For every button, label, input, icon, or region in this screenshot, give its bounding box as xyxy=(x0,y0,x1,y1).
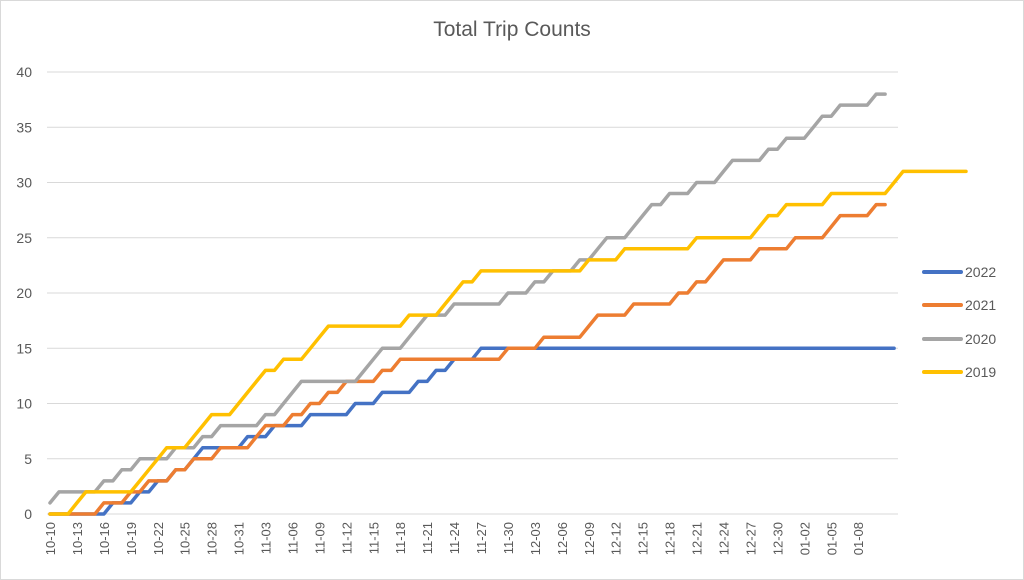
y-tick-label: 30 xyxy=(16,175,32,191)
x-tick-label: 12-09 xyxy=(582,522,597,555)
series-line-2020 xyxy=(48,92,887,505)
legend-swatch-icon xyxy=(922,269,963,274)
x-tick-label: 11-27 xyxy=(474,522,489,554)
legend-item-2020: 2020 xyxy=(922,322,996,356)
y-tick-label: 20 xyxy=(16,285,32,301)
legend-label: 2020 xyxy=(965,330,997,347)
y-tick-label: 5 xyxy=(24,451,32,467)
x-tick-label: 12-30 xyxy=(770,522,785,555)
x-tick-label: 01-08 xyxy=(851,522,866,555)
x-tick-label: 11-15 xyxy=(366,522,381,554)
x-tick-label: 11-18 xyxy=(393,522,408,554)
x-tick-label: 12-06 xyxy=(555,522,570,555)
series-line-2019 xyxy=(48,169,968,516)
x-axis-ticks: 10-10 10-13 10-16 10-19 10-22 10-25 10-28 10-31… xyxy=(43,522,866,555)
legend-label: 2019 xyxy=(965,364,997,381)
x-tick-label: 11-24 xyxy=(447,522,462,554)
legend-swatch-icon xyxy=(922,370,963,375)
x-tick-label: 12-12 xyxy=(609,522,624,555)
y-tick-label: 0 xyxy=(24,506,32,522)
x-tick-label: 11-30 xyxy=(501,522,516,554)
x-tick-label: 12-21 xyxy=(690,522,705,555)
x-tick-label: 01-05 xyxy=(824,522,839,555)
legend-label: 2021 xyxy=(965,297,997,314)
x-tick-label: 10-10 xyxy=(43,522,58,555)
x-tick-label: 12-27 xyxy=(743,522,758,555)
y-tick-label: 10 xyxy=(16,396,32,412)
y-tick-label: 40 xyxy=(16,64,32,80)
x-tick-label: 11-12 xyxy=(339,522,354,554)
legend-item-2019: 2019 xyxy=(922,356,996,390)
x-tick-label: 11-21 xyxy=(420,522,435,554)
y-tick-label: 25 xyxy=(16,230,32,246)
series-line-2021 xyxy=(48,202,887,516)
x-tick-label: 01-02 xyxy=(797,522,812,555)
data-lines xyxy=(48,92,968,516)
x-tick-label: 10-31 xyxy=(232,522,247,555)
legend-item-2021: 2021 xyxy=(922,289,996,323)
y-axis-ticks: 0 5 10 15 20 25 30 35 40 xyxy=(16,64,32,522)
legend-swatch-icon xyxy=(922,303,963,308)
y-tick-label: 35 xyxy=(16,119,32,135)
legend-item-2022: 2022 xyxy=(922,255,996,289)
series-line-2022 xyxy=(48,346,896,516)
chart-title: Total Trip Counts xyxy=(433,18,591,41)
x-tick-label: 10-22 xyxy=(151,522,166,555)
legend-swatch-icon xyxy=(922,336,963,341)
x-tick-label: 10-19 xyxy=(124,522,139,555)
legend: 2022 2021 2020 2019 xyxy=(922,255,996,389)
x-tick-label: 11-03 xyxy=(259,522,274,554)
x-tick-label: 10-13 xyxy=(70,522,85,555)
x-tick-label: 12-15 xyxy=(636,522,651,555)
x-tick-label: 10-25 xyxy=(178,522,193,555)
x-tick-label: 12-24 xyxy=(717,522,732,555)
x-tick-label: 11-06 xyxy=(285,522,300,554)
x-tick-label: 10-28 xyxy=(205,522,220,555)
x-tick-label: 12-18 xyxy=(663,522,678,555)
x-tick-label: 12-03 xyxy=(528,522,543,555)
x-tick-label: 11-09 xyxy=(312,522,327,554)
y-tick-label: 15 xyxy=(16,340,32,356)
x-tick-label: 10-16 xyxy=(97,522,112,555)
legend-label: 2022 xyxy=(965,263,997,280)
